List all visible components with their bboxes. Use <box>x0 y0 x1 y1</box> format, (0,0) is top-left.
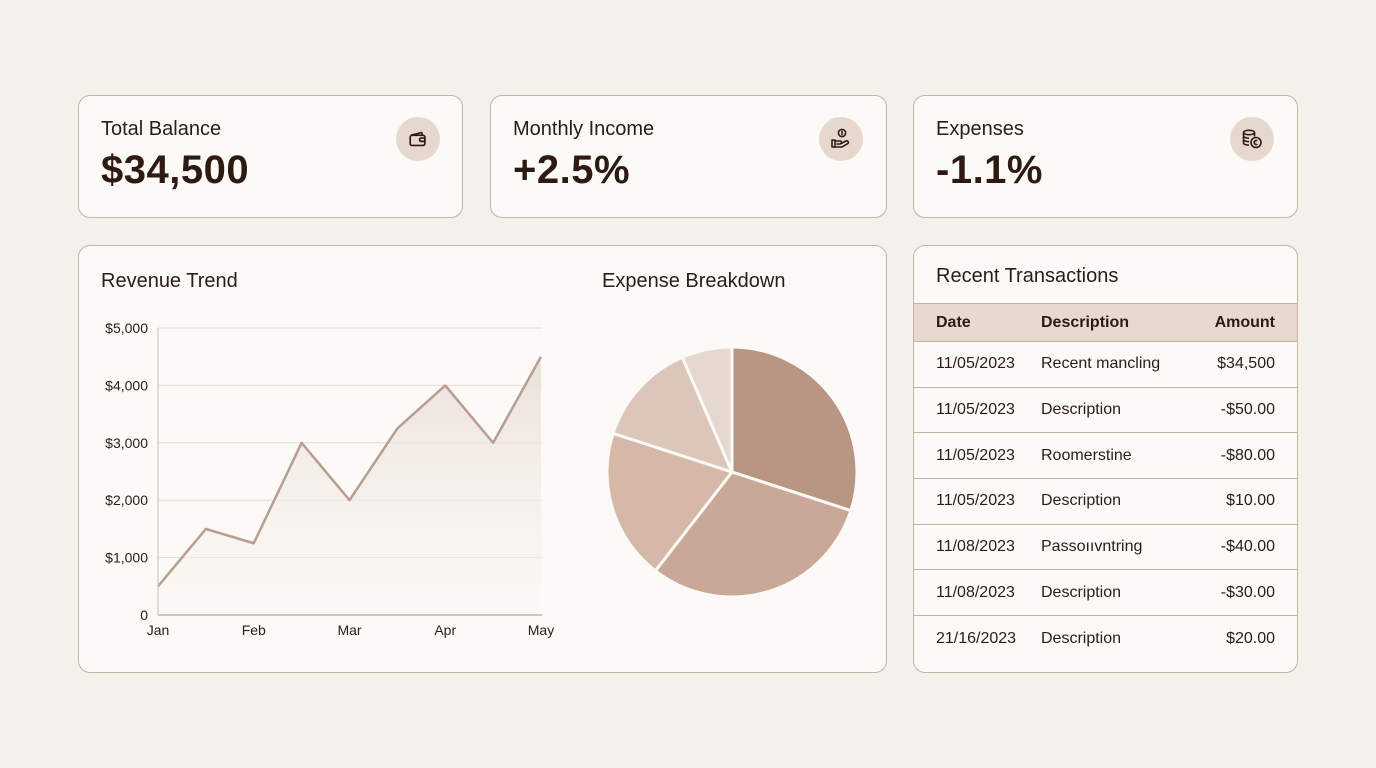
table-row[interactable]: 11/05/2023 Roomerstine -$80.00 <box>914 432 1297 480</box>
column-header-date[interactable]: Date <box>914 303 1041 342</box>
pie-slice[interactable] <box>653 470 853 599</box>
cell-amount: $10.00 <box>1191 478 1297 525</box>
stat-card-total-balance: Total Balance $34,500 <box>78 95 463 218</box>
cell-amount: -$40.00 <box>1191 524 1297 571</box>
recent-transactions-title: Recent Transactions <box>936 265 1119 287</box>
table-row[interactable]: 21/16/2023 Description $20.00 <box>914 616 1297 662</box>
expense-breakdown-title: Expense Breakdown <box>602 270 786 292</box>
cell-description: Description <box>1041 629 1122 647</box>
y-tick-label: $2,000 <box>105 492 148 508</box>
x-tick-label: Mar <box>337 622 361 638</box>
cell-description: Passoııvntring <box>1041 524 1191 571</box>
y-tick-label: $4,000 <box>105 377 148 393</box>
table-row[interactable]: 11/08/2023 Passoııvntring -$40.00 <box>914 524 1297 571</box>
x-tick-label: Apr <box>434 622 456 638</box>
stat-value: +2.5% <box>513 148 631 192</box>
cell-date: 11/05/2023 <box>914 341 1041 388</box>
table-header-row: Date Description Amount <box>914 303 1297 342</box>
cell-description: Recent mancling <box>1041 341 1191 388</box>
wallet-icon <box>396 117 440 161</box>
stat-card-expenses: Expenses -1.1% <box>913 95 1298 218</box>
y-tick-label: 0 <box>140 607 148 623</box>
table-row[interactable]: 11/05/2023 Description $10.00 <box>914 478 1297 525</box>
stat-label: Expenses <box>936 118 1024 140</box>
cell-date: 11/08/2023 <box>914 524 1041 571</box>
cell-amount: $20.00 <box>1226 629 1275 647</box>
revenue-trend-title: Revenue Trend <box>101 270 238 292</box>
x-tick-label: Jan <box>147 622 170 638</box>
table-row[interactable]: 11/05/2023 Description -$50.00 <box>914 387 1297 434</box>
column-header-amount[interactable]: Amount <box>1191 303 1297 342</box>
cell-amount: $34,500 <box>1191 341 1297 388</box>
cell-description: Description <box>1041 569 1191 617</box>
stat-card-monthly-income: Monthly Income +2.5% <box>490 95 887 218</box>
stat-label: Total Balance <box>101 118 222 140</box>
pie-slice[interactable] <box>730 345 859 513</box>
coins-stack-icon <box>1230 117 1274 161</box>
column-header-description[interactable]: Description <box>1041 303 1191 342</box>
cell-date: 11/08/2023 <box>914 569 1041 617</box>
stat-value: $34,500 <box>101 148 250 192</box>
cell-amount: -$30.00 <box>1191 569 1297 617</box>
table-row[interactable]: 11/05/2023 Recent mancling $34,500 <box>914 341 1297 388</box>
charts-card: Revenue Trend Expense Breakdown 0 $1,000 $… <box>78 245 887 673</box>
y-tick-label: $1,000 <box>105 550 148 566</box>
pie-slice[interactable] <box>605 431 735 573</box>
cell-amount: -$50.00 <box>1191 387 1297 434</box>
x-tick-label: May <box>528 622 554 638</box>
transactions-table: Date Description Amount 11/05/2023 Recen… <box>914 303 1297 661</box>
cell-date: 11/05/2023 <box>914 478 1041 525</box>
cell-date: 11/05/2023 <box>914 432 1041 480</box>
cell-date: 21/16/2023 <box>936 629 1017 647</box>
hand-coin-icon <box>819 117 863 161</box>
x-tick-label: Feb <box>242 622 266 638</box>
cell-description: Roomerstine <box>1041 432 1191 480</box>
stat-label: Monthly Income <box>513 118 655 140</box>
revenue-trend-chart: 0 $1,000 $2,000 $3,000 $4,000 $5,000 Jan Feb Ma… <box>105 320 554 638</box>
cell-description: Description <box>1041 387 1191 434</box>
pie-slice[interactable] <box>680 345 734 473</box>
y-tick-label: $3,000 <box>105 435 148 451</box>
cell-description: Description <box>1041 478 1191 525</box>
table-row[interactable]: 11/08/2023 Description -$30.00 <box>914 569 1297 617</box>
cell-date: 11/05/2023 <box>914 387 1041 434</box>
recent-transactions-card: Recent Transactions Date Description Amo… <box>913 245 1298 673</box>
expense-breakdown-pie <box>605 345 859 599</box>
pie-slice[interactable] <box>611 355 735 475</box>
y-tick-label: $5,000 <box>105 320 148 336</box>
cell-amount: -$80.00 <box>1191 432 1297 480</box>
stat-value: -1.1% <box>936 148 1043 192</box>
